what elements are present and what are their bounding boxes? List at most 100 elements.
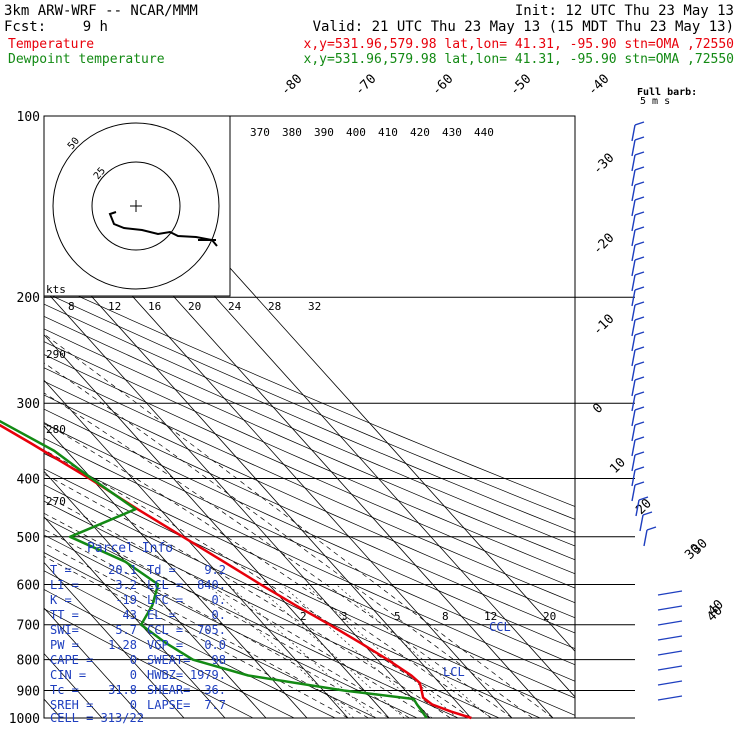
parcel-row-value: 3.2	[115, 578, 137, 592]
wind-barb	[631, 229, 636, 247]
temperature-tick-label: 10	[607, 455, 629, 477]
theta-label: 400	[346, 126, 366, 139]
dry-adiabat-line	[44, 534, 418, 718]
wind-barb	[631, 319, 636, 337]
fcst-label: Fcst:	[4, 19, 46, 35]
wind-barb	[631, 274, 636, 292]
wind-barb-flag	[634, 391, 645, 396]
pressure-tick-label: 600	[17, 578, 40, 593]
hodograph-ring-50	[52, 122, 220, 290]
hodograph-speed-label: 28	[268, 300, 281, 313]
pressure-tick-label: 900	[17, 684, 40, 699]
temperature-line	[0, 423, 472, 720]
wind-barb-flag	[638, 496, 649, 501]
wind-barb-flag	[634, 241, 645, 246]
parcel-row-label: T =	[50, 563, 72, 577]
temperature-station-info: x,y=531.96,579.98 lat,lon= 41.31, -95.90…	[304, 37, 734, 52]
parcel-row-value-2: 36.	[204, 683, 226, 697]
parcel-row-value: 20.1	[108, 563, 137, 577]
isotherm-line	[44, 425, 308, 718]
wind-barb	[631, 169, 636, 187]
dry-adiabat-line	[44, 394, 575, 634]
wind-barb-flag	[634, 226, 645, 231]
wind-barb	[631, 364, 636, 382]
pressure-tick-label: 200	[17, 291, 40, 306]
mixing-ratio-label: 2	[300, 610, 307, 623]
parcel-row-label: LI =	[50, 578, 79, 592]
wind-barb-flag	[634, 331, 645, 336]
mixing-ratio-label: 20	[543, 610, 556, 623]
temperature-tick-label: -40	[585, 72, 612, 99]
wind-barb	[631, 124, 636, 142]
temperature-tick-label: -10	[590, 312, 617, 339]
isotherm-line	[44, 379, 349, 718]
wind-barb-low	[657, 665, 683, 671]
dry-adiabat-line	[44, 408, 575, 650]
temperature-tick-label: -60	[429, 72, 456, 99]
parcel-row-value: -19	[115, 593, 137, 607]
wind-barb-flag	[634, 361, 645, 366]
parcel-row-label: SWI=	[50, 623, 79, 637]
wind-barb-flag	[634, 481, 645, 486]
pressure-tick-label: 700	[17, 619, 40, 634]
barb-note-units: 5 m s	[640, 96, 670, 107]
parcel-row-value-2: 705.	[197, 623, 226, 637]
parcel-row-label-2: SWEAT=	[147, 653, 190, 667]
isotherm-line	[44, 288, 431, 718]
moist-adiabat-line	[44, 512, 410, 718]
wind-barb	[631, 289, 636, 307]
lcl-marker: LCL	[443, 665, 465, 679]
wind-barb-flag	[634, 301, 645, 306]
temperature-tick-label: -50	[507, 72, 534, 99]
wind-barb-flag	[634, 271, 645, 276]
wind-barb	[635, 499, 640, 517]
theta-label: 420	[410, 126, 430, 139]
wind-barb	[631, 334, 636, 352]
plot-frame	[43, 115, 576, 719]
dry-adiabat-line	[44, 341, 575, 575]
sounding-series	[0, 419, 472, 720]
theta-left-label: 290	[46, 348, 66, 361]
wind-barb-flag	[634, 196, 645, 201]
moist-adiabat-line	[44, 528, 390, 718]
theta-label: 440	[474, 126, 494, 139]
hodograph-units: kts	[46, 283, 66, 296]
dry-adiabat-line	[44, 328, 575, 561]
parcel-row-label-2: SHEAR=	[147, 683, 190, 697]
wind-barbs	[631, 121, 683, 701]
temperature-tick-label: -70	[352, 72, 379, 99]
dry-adiabat-line	[44, 552, 377, 718]
wind-barb-low	[657, 620, 683, 626]
isotherm-line	[44, 470, 267, 718]
wind-barb	[631, 139, 636, 157]
wind-barb-flag	[634, 451, 645, 456]
mixing-ratio-label: 3	[341, 610, 348, 623]
parcel-row-label-2: LFC =	[147, 593, 183, 607]
parcel-row-value-2: 840.	[197, 578, 226, 592]
dry-adiabat-line	[44, 423, 575, 666]
wind-barb	[643, 529, 648, 547]
parcel-row-value: 0	[130, 698, 137, 712]
theta-label: 390	[314, 126, 334, 139]
wind-barb-low	[657, 695, 683, 701]
wind-barb-flag	[634, 166, 645, 171]
isotherm-line	[44, 561, 185, 718]
wind-barb-low	[657, 650, 683, 656]
parcel-row-value: 31.8	[108, 683, 137, 697]
parcel-row-label-2: VGP =	[147, 638, 183, 652]
parcel-row-label-2: CCL =	[147, 623, 183, 637]
wind-barb-flag	[634, 181, 645, 186]
wind-barb	[631, 154, 636, 172]
temperature-legend: Temperature	[8, 37, 94, 52]
hodograph-speed-label: 20	[188, 300, 201, 313]
wind-barb	[631, 379, 636, 397]
hodograph-speed-label: 24	[228, 300, 242, 313]
theta-left-label: 270	[46, 495, 66, 508]
dry-adiabat-line	[44, 484, 541, 718]
dewpoint-line	[0, 419, 428, 719]
wind-barb	[631, 469, 636, 487]
hodograph-ring-25	[91, 161, 181, 251]
parcel-row-label-2: HWBZ=	[147, 668, 183, 682]
parcel-row-label: Tc =	[50, 683, 79, 697]
parcel-row-label: PW =	[50, 638, 79, 652]
